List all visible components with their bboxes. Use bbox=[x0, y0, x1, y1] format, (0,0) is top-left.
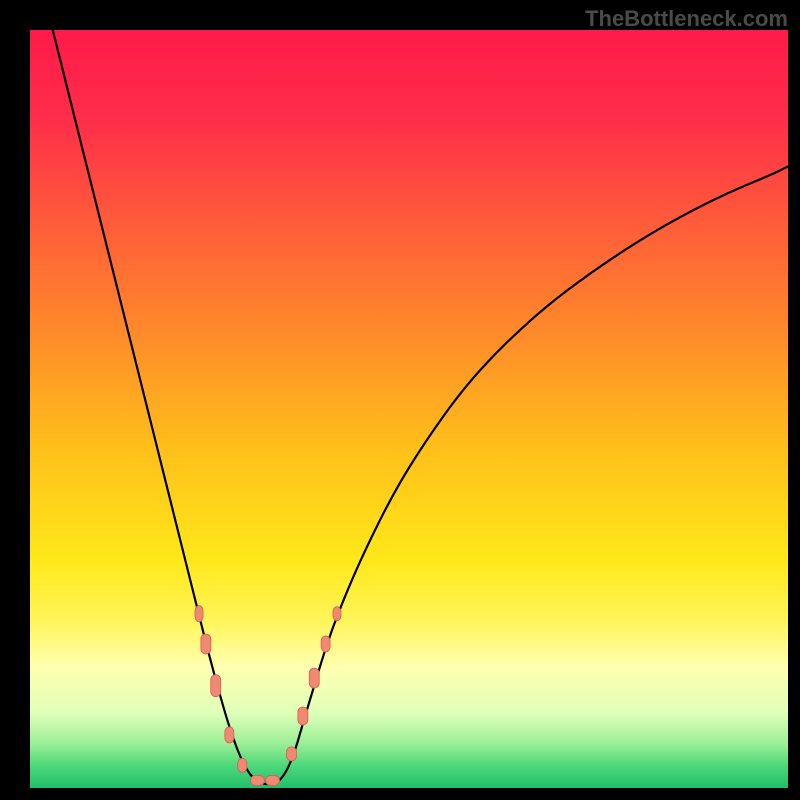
data-marker bbox=[201, 634, 211, 654]
data-marker bbox=[266, 775, 280, 785]
data-marker bbox=[287, 747, 297, 761]
data-marker bbox=[238, 758, 247, 772]
data-marker bbox=[321, 636, 330, 652]
watermark-text: TheBottleneck.com bbox=[585, 6, 788, 32]
data-marker bbox=[298, 707, 308, 725]
data-marker bbox=[309, 668, 319, 688]
marker-group bbox=[195, 606, 341, 786]
data-marker bbox=[211, 675, 221, 697]
data-marker bbox=[250, 775, 264, 785]
data-marker bbox=[195, 606, 203, 622]
bottleneck-curve bbox=[53, 30, 788, 784]
data-marker bbox=[225, 727, 234, 743]
data-marker bbox=[333, 607, 341, 621]
chart-svg bbox=[30, 30, 788, 788]
plot-area bbox=[30, 30, 788, 788]
